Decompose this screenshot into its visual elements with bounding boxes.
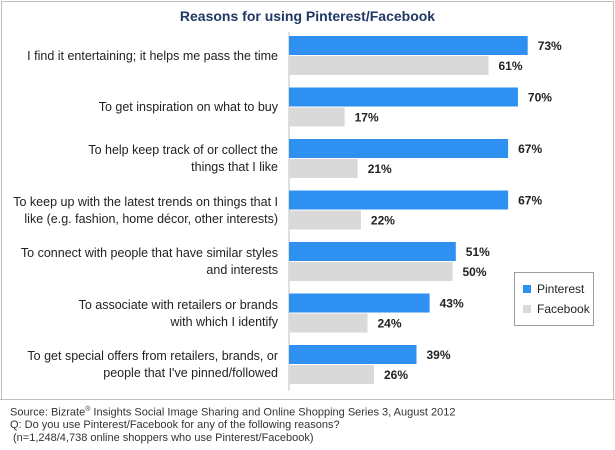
chart-footer: Source: Bizrate® Insights Social Image S… — [0, 399, 615, 450]
category-label-line: To connect with people that have similar… — [20, 246, 278, 260]
category-label-line: and interests — [206, 263, 278, 277]
data-label-facebook-3: 22% — [371, 214, 395, 228]
category-label-5: To associate with retailers or brands wit… — [2, 297, 278, 331]
bar-pinterest-0 — [289, 36, 528, 55]
category-label-line: people that I've pinned/followed — [103, 366, 278, 380]
question-note: Q: Do you use Pinterest/Facebook for any… — [10, 419, 340, 431]
legend-swatch-facebook — [523, 305, 531, 313]
data-label-pinterest-1: 70% — [528, 91, 552, 105]
data-label-pinterest-2: 67% — [518, 142, 542, 156]
category-label-line: I find it entertaining; it helps me pass… — [27, 48, 278, 63]
data-label-pinterest-0: 73% — [538, 39, 562, 53]
bar-pinterest-4 — [289, 242, 456, 261]
bar-facebook-1 — [289, 107, 345, 127]
category-label-1: To get inspiration on what to buy — [2, 99, 278, 116]
category-label-6: To get special offers from retailers, br… — [2, 348, 278, 382]
source-note: Source: Bizrate® Insights Social Image S… — [10, 406, 456, 419]
bar-pinterest-1 — [289, 87, 518, 107]
sample-note: (n=1,248/4,738 online shoppers who use P… — [13, 432, 314, 444]
bar-facebook-6 — [289, 365, 374, 384]
category-label-line: To get inspiration on what to buy — [98, 100, 278, 114]
bar-pinterest-5 — [289, 293, 430, 313]
data-label-facebook-1: 17% — [355, 111, 379, 125]
bar-facebook-3 — [289, 210, 361, 230]
category-label-2: To help keep track of or collect the thin… — [2, 142, 278, 176]
category-label-line: To keep up with the latest trends on thi… — [13, 194, 278, 209]
category-label-line: To help keep track of or collect the — [88, 143, 278, 157]
data-label-facebook-4: 50% — [463, 265, 487, 279]
data-label-facebook-6: 26% — [384, 368, 408, 382]
data-label-pinterest-4: 51% — [466, 245, 490, 259]
data-label-pinterest-6: 39% — [427, 348, 451, 362]
bar-pinterest-6 — [289, 345, 417, 364]
category-label-0: I find it entertaining; it helps me pass… — [2, 48, 278, 65]
data-label-facebook-0: 61% — [499, 59, 523, 73]
bar-facebook-5 — [289, 313, 368, 333]
data-label-facebook-2: 21% — [368, 162, 392, 176]
category-label-line: To get special offers from retailers, br… — [27, 349, 278, 363]
bar-facebook-2 — [289, 159, 358, 178]
legend: Pinterest Facebook — [514, 272, 594, 326]
legend-swatch-pinterest — [523, 285, 531, 293]
category-label-line: with which I identify — [170, 314, 278, 329]
category-label-line: things that I like — [191, 160, 278, 174]
bar-pinterest-3 — [289, 190, 509, 210]
category-label-line: To associate with retailers or brands — [78, 297, 278, 312]
bar-facebook-4 — [289, 262, 453, 281]
data-label-facebook-5: 24% — [378, 317, 402, 331]
bar-facebook-0 — [289, 56, 489, 75]
legend-label-facebook: Facebook — [537, 302, 590, 316]
data-label-pinterest-3: 67% — [518, 194, 542, 208]
category-label-line: like (e.g. fashion, home décor, other in… — [24, 211, 278, 226]
category-label-3: To keep up with the latest trends on thi… — [2, 194, 278, 228]
legend-label-pinterest: Pinterest — [537, 282, 585, 296]
chart-title: Reasons for using Pinterest/Facebook — [179, 8, 436, 24]
bar-pinterest-2 — [289, 139, 509, 158]
bar-chart: 73% 61% 70% 17% 67% 21% 67% 22% 51% 50% 43% 24% 39% 2… — [288, 32, 562, 391]
data-label-pinterest-5: 43% — [440, 297, 464, 311]
category-label-4: To connect with people that have similar… — [2, 245, 278, 279]
